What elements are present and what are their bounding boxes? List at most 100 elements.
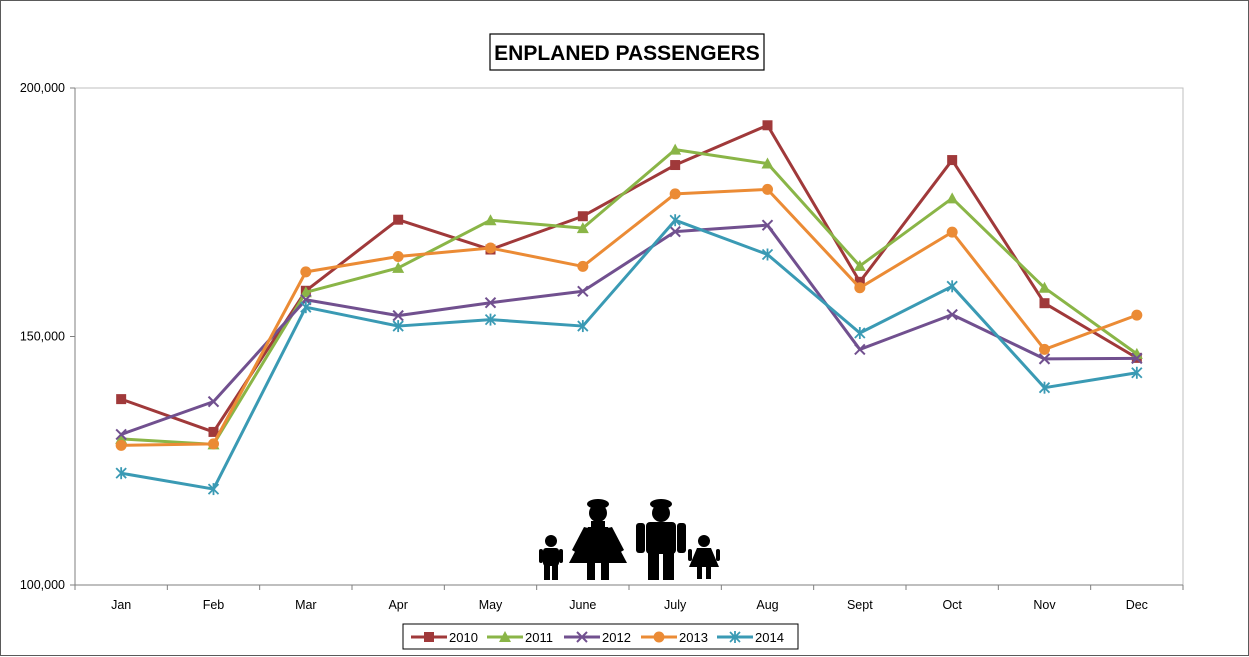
- chart-title: ENPLANED PASSENGERS: [494, 42, 760, 65]
- legend: 2010 2011 2012 2013 2014: [411, 630, 784, 645]
- x-tick-label: Mar: [295, 598, 317, 612]
- y-tick-label: 100,000: [20, 578, 65, 592]
- x-tick-label: Dec: [1126, 598, 1148, 612]
- title-box: [489, 33, 765, 71]
- legend-item-2014: 2014: [717, 630, 784, 645]
- x-tick-label: May: [479, 598, 503, 612]
- x-tick-label: Sept: [847, 598, 873, 612]
- data-point-2011: [853, 259, 866, 271]
- data-point-2011: [576, 222, 589, 234]
- series-line-2010: [120, 123, 1138, 434]
- x-tick-label: Nov: [1033, 598, 1056, 612]
- data-point-2010: [116, 394, 127, 405]
- data-point-2013: [854, 282, 866, 294]
- data-point-2013: [115, 439, 127, 451]
- data-point-2010: [762, 120, 773, 131]
- data-point-2012: [484, 296, 497, 309]
- data-point-2013: [300, 266, 312, 278]
- data-point-2010: [1039, 298, 1050, 309]
- data-point-2012: [207, 395, 220, 408]
- data-point-2014: [115, 467, 127, 480]
- series-2013: [115, 183, 1143, 451]
- y-axis-ticks: 100,000 150,000 200,000: [20, 81, 75, 592]
- y-tick-label: 150,000: [20, 330, 65, 344]
- data-point-2013: [1131, 309, 1143, 321]
- x-tick-label: Jan: [111, 598, 131, 612]
- data-point-2011: [761, 157, 774, 169]
- data-point-2014: [392, 320, 404, 333]
- data-point-2010: [670, 160, 681, 171]
- x-tick-label: Apr: [388, 598, 407, 612]
- legend-label: 2013: [679, 630, 708, 645]
- data-point-2014: [577, 320, 589, 333]
- series-line-2011: [121, 148, 1138, 446]
- family-silhouette-icon: [539, 499, 720, 580]
- data-point-2013: [946, 226, 958, 238]
- data-point-2010: [393, 214, 404, 225]
- series-line-2013: [121, 187, 1138, 447]
- data-point-2014: [300, 301, 312, 314]
- data-point-2014: [1038, 381, 1051, 394]
- legend-label: 2010: [449, 630, 478, 645]
- data-point-2010: [577, 211, 588, 222]
- x-tick-label: Aug: [756, 598, 778, 612]
- series-2012: [115, 219, 1143, 441]
- data-point-2011: [946, 192, 959, 204]
- data-point-2010: [208, 426, 219, 437]
- legend-item-2012: 2012: [564, 630, 631, 645]
- data-point-2011: [669, 143, 682, 155]
- legend-marker: [499, 631, 511, 642]
- data-point-2013: [1039, 343, 1050, 355]
- legend-marker: [653, 631, 665, 643]
- data-point-2012: [115, 428, 127, 441]
- data-point-2014: [761, 248, 774, 261]
- data-point-2012: [577, 285, 589, 297]
- series-2014: [115, 214, 1143, 496]
- legend-marker: [424, 632, 434, 642]
- x-tick-label: July: [664, 598, 687, 612]
- series-line-2014: [120, 218, 1138, 491]
- data-point-2013: [392, 250, 404, 262]
- plot-area: [74, 87, 1184, 586]
- legend-marker: [576, 631, 588, 643]
- data-point-2012: [946, 308, 958, 321]
- data-point-2013: [669, 188, 681, 200]
- data-point-2012: [669, 225, 681, 238]
- data-point-2013: [485, 242, 496, 254]
- data-point-2012: [761, 219, 774, 231]
- legend-marker: [729, 631, 741, 643]
- x-tick-label: June: [569, 598, 596, 612]
- data-point-2012: [854, 343, 866, 356]
- y-tick-label: 200,000: [20, 81, 65, 95]
- data-point-2011: [1038, 281, 1051, 293]
- data-point-2014: [669, 214, 681, 227]
- data-point-2013: [577, 260, 589, 272]
- legend-label: 2011: [525, 630, 553, 645]
- data-point-2010: [854, 276, 865, 287]
- data-point-2012: [1038, 353, 1051, 365]
- series-layer: [115, 120, 1143, 496]
- data-point-2014: [484, 313, 497, 326]
- data-point-2011: [392, 261, 405, 273]
- x-tick-label: Oct: [942, 598, 962, 612]
- x-tick-label: Feb: [203, 598, 225, 612]
- data-point-2012: [1131, 352, 1143, 365]
- data-point-2011: [484, 214, 497, 226]
- data-point-2013: [208, 438, 219, 450]
- legend-item-2010: 2010: [411, 630, 478, 645]
- data-point-2014: [946, 280, 958, 293]
- data-point-2012: [392, 309, 404, 322]
- data-point-2014: [1131, 366, 1143, 379]
- data-point-2013: [762, 183, 773, 195]
- legend-item-2013: 2013: [641, 630, 708, 645]
- data-point-2014: [207, 483, 220, 496]
- series-2011: [115, 143, 1143, 450]
- legend-label: 2012: [602, 630, 631, 645]
- data-point-2014: [854, 327, 866, 340]
- series-line-2012: [120, 223, 1137, 436]
- data-point-2011: [299, 286, 312, 298]
- legend-label: 2014: [755, 630, 784, 645]
- legend-item-2011: 2011: [487, 630, 553, 645]
